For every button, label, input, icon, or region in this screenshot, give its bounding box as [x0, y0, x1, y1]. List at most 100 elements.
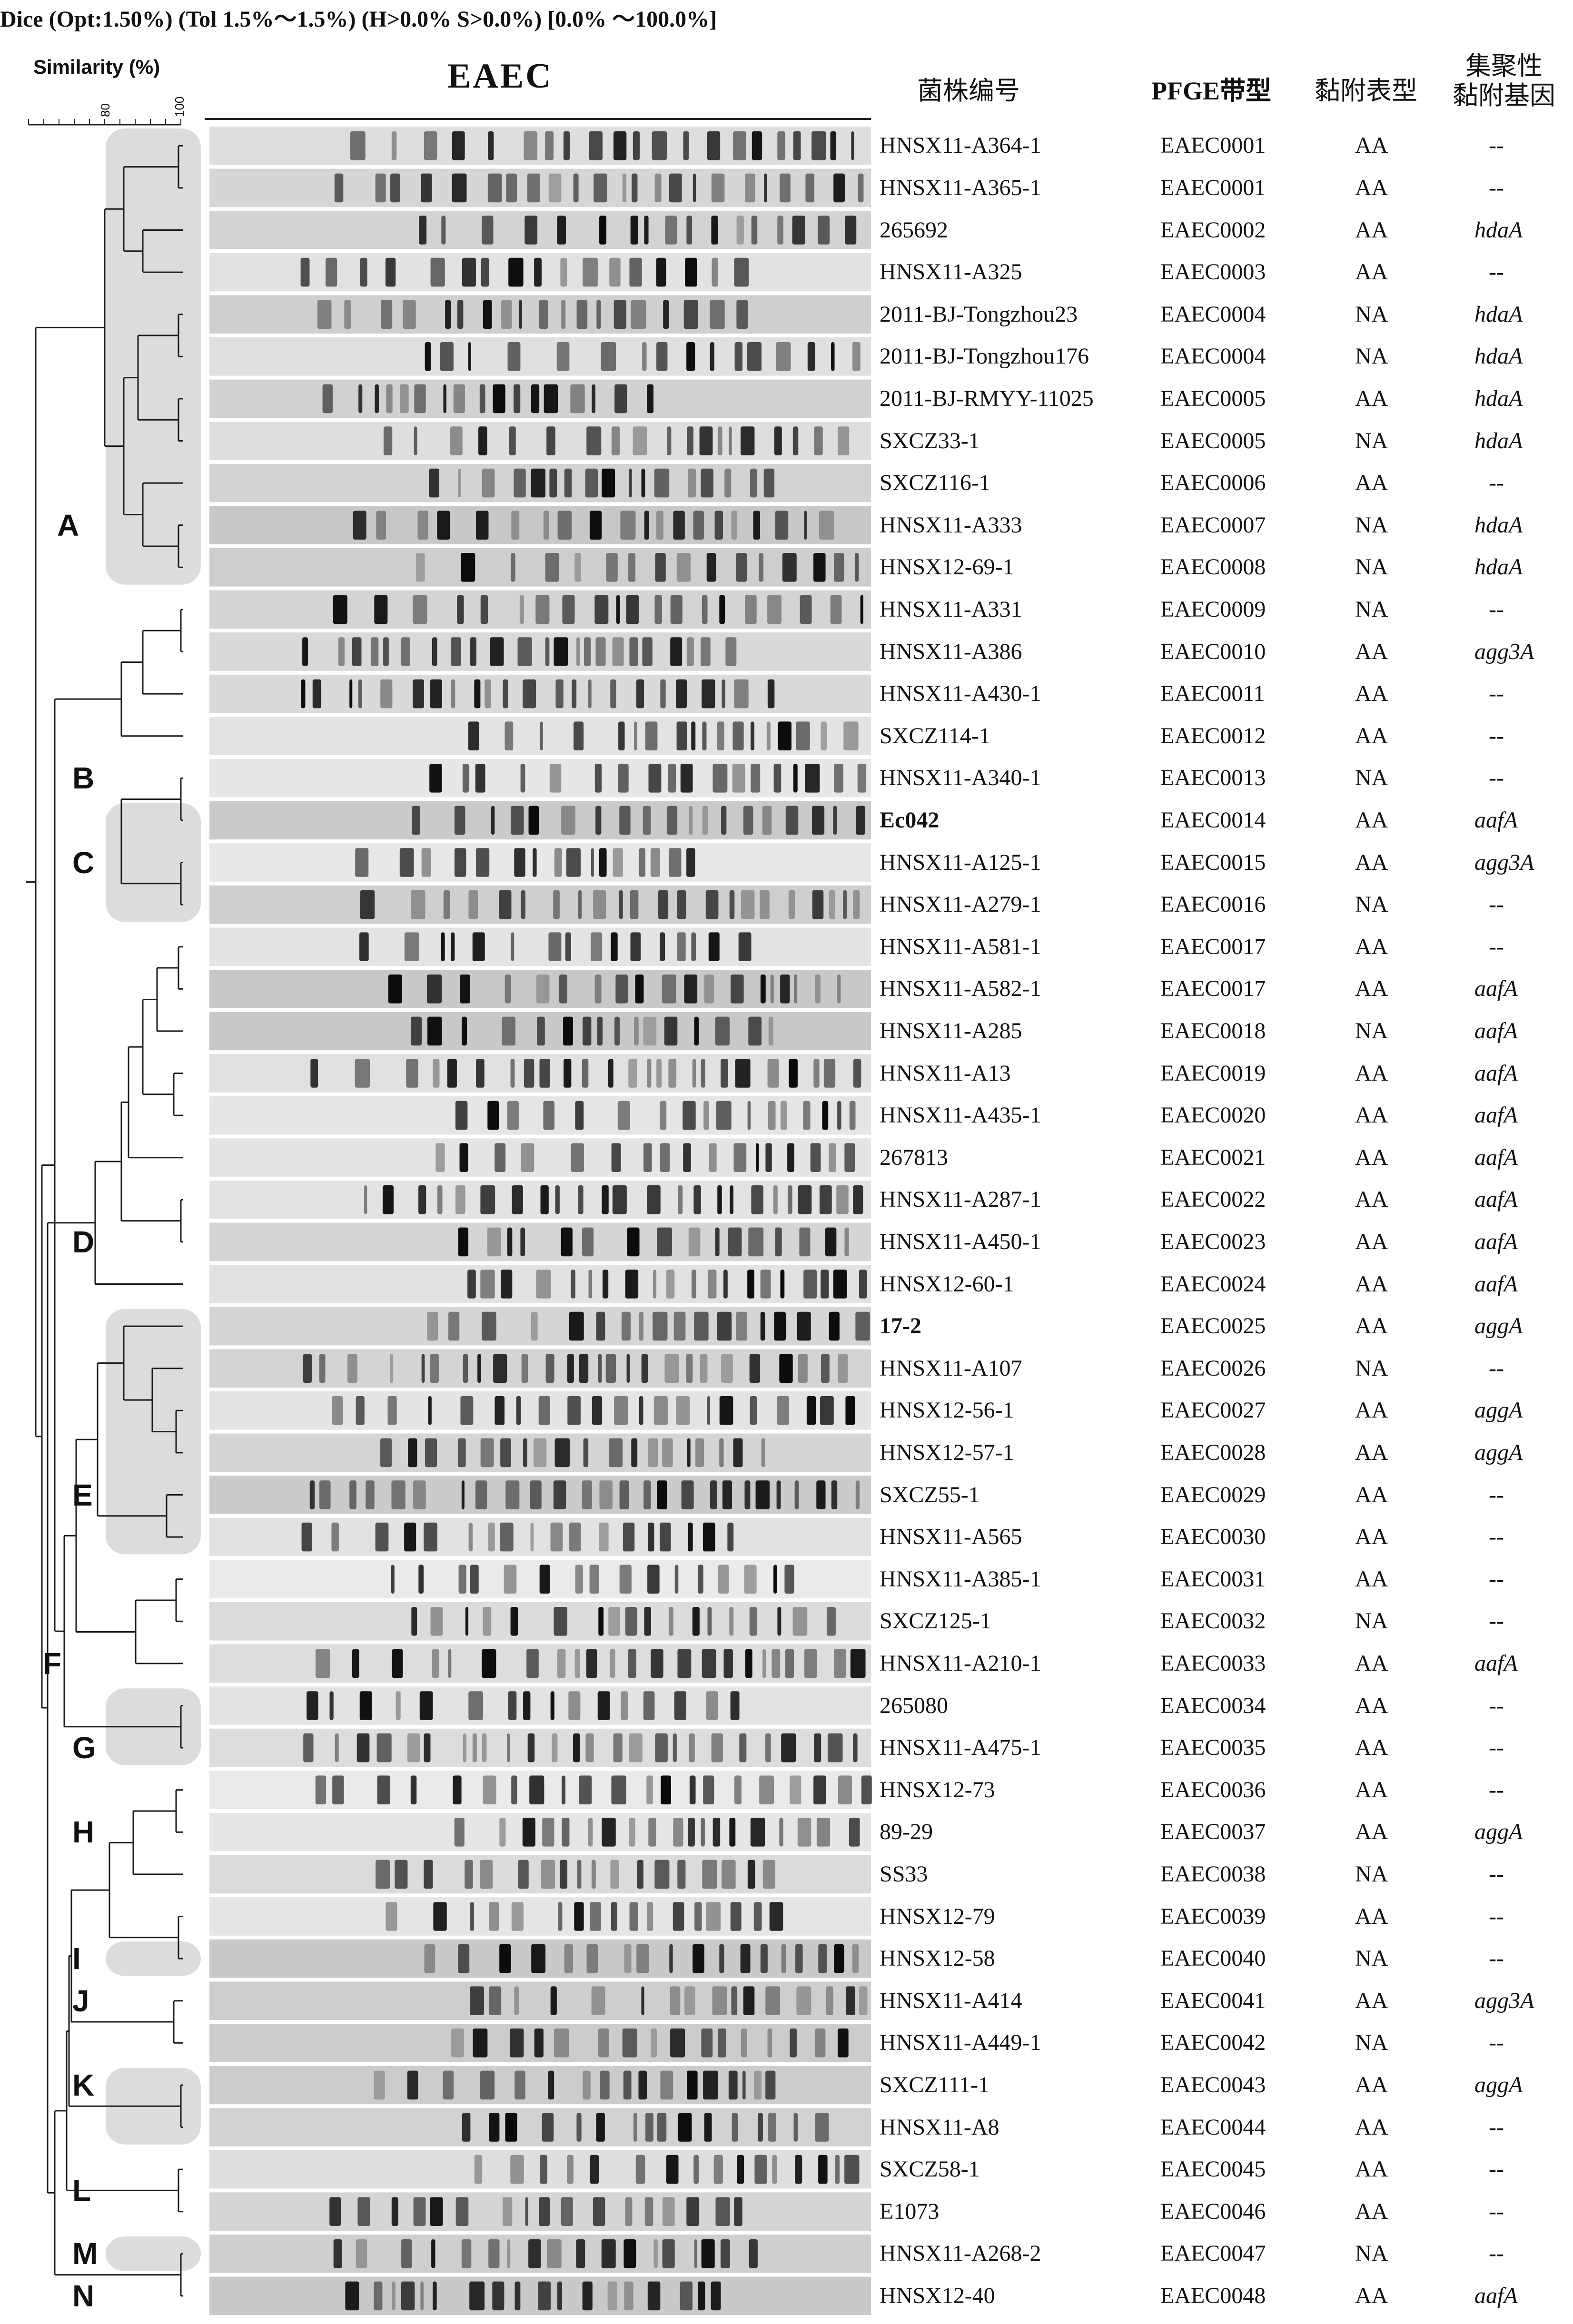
- adhesion-phenotype: NA: [1355, 596, 1388, 622]
- gel-band: [694, 1311, 709, 1341]
- gel-band: [470, 1986, 484, 2015]
- gel-band: [345, 2281, 359, 2311]
- strain-id: 265692: [880, 217, 948, 243]
- gel-lane: [209, 1686, 871, 1725]
- gel-band: [489, 2113, 500, 2142]
- gel-band: [630, 890, 639, 919]
- gel-band: [392, 1649, 403, 1678]
- gel-band: [586, 1944, 598, 1973]
- pfge-pattern: EAEC0001: [1160, 133, 1266, 158]
- gel-band: [776, 1480, 781, 1509]
- pfge-pattern: EAEC0013: [1160, 765, 1266, 791]
- gel-band: [472, 1733, 477, 1763]
- pfge-pattern: EAEC0045: [1160, 2157, 1266, 2182]
- aggregative-adhesion-gene: agg3A: [1474, 639, 1534, 664]
- gel-band: [430, 679, 442, 709]
- gel-band: [732, 764, 745, 793]
- strain-id: HNSX12-79: [880, 1903, 995, 1929]
- gel-band: [813, 553, 826, 582]
- cluster-label-e: E: [72, 1477, 93, 1512]
- gel-band: [803, 1101, 811, 1130]
- gel-band: [676, 1396, 690, 1425]
- gel-lane: [209, 337, 871, 376]
- gel-band: [550, 1522, 563, 1552]
- gel-band: [834, 764, 843, 793]
- gel-band: [830, 595, 842, 624]
- gel-band: [734, 2197, 742, 2226]
- gel-band: [410, 890, 425, 919]
- strain-id: HNSX11-A450-1: [880, 1229, 1041, 1254]
- gel-band: [837, 2029, 849, 2058]
- gel-band: [383, 637, 389, 666]
- gel-band: [567, 1396, 581, 1425]
- gel-band: [382, 1185, 394, 1214]
- gel-band: [451, 679, 455, 709]
- adhesion-phenotype: NA: [1355, 554, 1388, 580]
- gel-band: [758, 2113, 763, 2142]
- gel-band: [329, 2197, 341, 2226]
- gel-band: [458, 1227, 469, 1257]
- gel-band: [710, 1480, 717, 1509]
- gel-band: [741, 890, 755, 919]
- gel-band: [533, 848, 537, 877]
- gel-lane: [209, 885, 871, 924]
- gel-band: [653, 1311, 668, 1341]
- gel-band: [548, 2070, 554, 2100]
- gel-band: [811, 806, 825, 835]
- gel-band: [421, 173, 432, 203]
- gel-band: [704, 975, 714, 1004]
- gel-band: [717, 1185, 722, 1214]
- gel-band: [641, 1986, 644, 2015]
- gel-band: [583, 1438, 589, 1467]
- gel-band: [753, 511, 761, 540]
- gel-band: [850, 1649, 866, 1678]
- gel-band: [528, 2239, 541, 2268]
- adhesion-phenotype: AA: [1355, 1566, 1388, 1592]
- aggregative-adhesion-gene: --: [1489, 765, 1504, 791]
- pfge-pattern: EAEC0017: [1160, 976, 1266, 1002]
- gel-band: [499, 1818, 506, 1847]
- gel-band: [303, 1354, 312, 1383]
- pfge-pattern: EAEC0041: [1160, 1988, 1266, 2013]
- gel-band: [574, 1902, 584, 1931]
- gel-band: [440, 342, 454, 371]
- gel-band: [480, 1185, 495, 1214]
- gel-band: [781, 1944, 786, 1973]
- gel-band: [693, 1944, 704, 1973]
- gel-band: [473, 2029, 488, 2058]
- gel-band: [573, 173, 579, 203]
- pfge-pattern: EAEC0026: [1160, 1355, 1266, 1381]
- aggregative-adhesion-gene: --: [1489, 1566, 1504, 1592]
- gel-band: [667, 426, 672, 455]
- gel-band: [555, 1185, 560, 1214]
- gel-band: [562, 595, 575, 624]
- gel-band: [333, 595, 347, 624]
- gel-band: [740, 1944, 751, 1973]
- gel-lane: [209, 506, 871, 544]
- gel-band: [468, 721, 479, 750]
- gel-band: [606, 553, 618, 582]
- gel-band: [734, 257, 749, 287]
- gel-band: [650, 848, 661, 877]
- gel-band: [818, 216, 830, 245]
- gel-band: [366, 1480, 375, 1509]
- gel-band: [582, 1480, 592, 1509]
- gel-lane: [209, 211, 871, 249]
- gel-band: [680, 2281, 693, 2311]
- gel-band: [420, 2281, 424, 2311]
- gel-band: [591, 848, 594, 877]
- gel-band: [702, 679, 715, 709]
- gel-band: [658, 890, 669, 919]
- pfge-pattern: EAEC0006: [1160, 470, 1266, 496]
- gel-band: [463, 1354, 468, 1383]
- gel-band: [344, 300, 351, 329]
- gel-band: [736, 1311, 747, 1341]
- gel-band: [803, 1270, 817, 1299]
- gel-band: [831, 1480, 838, 1509]
- gel-band: [790, 1775, 801, 1804]
- gel-band: [357, 2197, 371, 2226]
- gel-band: [424, 1944, 435, 1973]
- strain-id: HNSX11-A386: [880, 639, 1022, 664]
- gel-band: [668, 1059, 677, 1088]
- gel-band: [751, 721, 755, 750]
